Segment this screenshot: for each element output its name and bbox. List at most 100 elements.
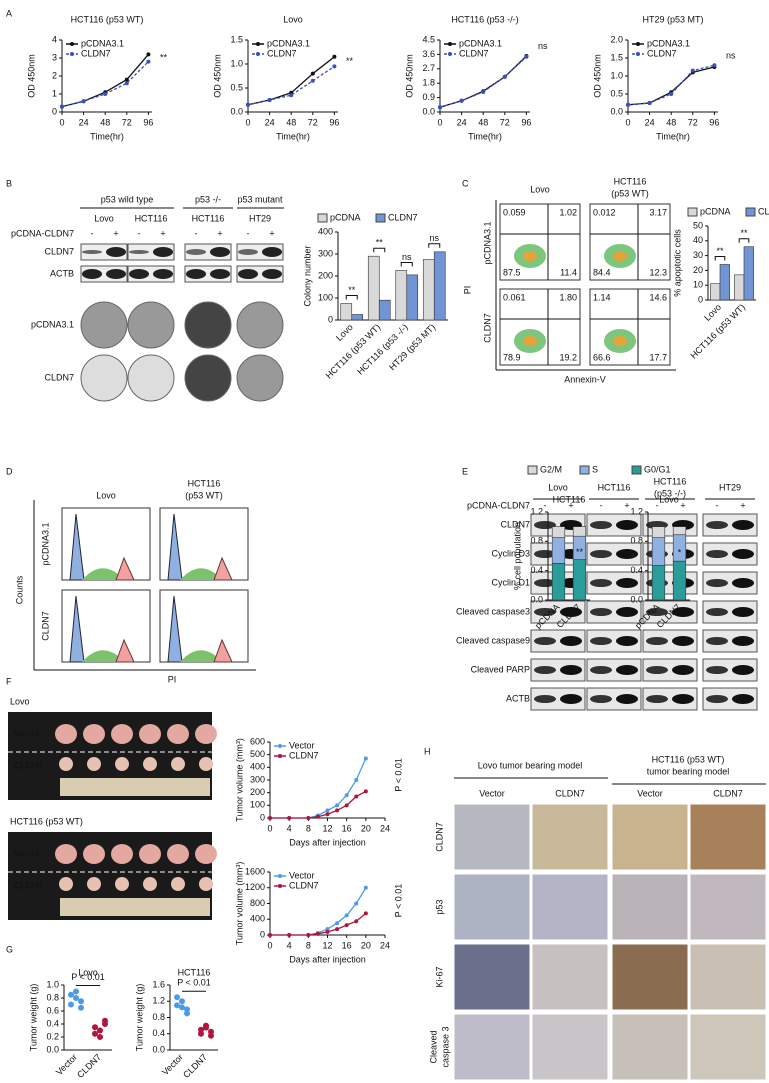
band bbox=[590, 637, 612, 645]
x-tick-label: 8 bbox=[306, 823, 311, 833]
legend-swatch bbox=[527, 465, 538, 475]
y-tick-label: 0.0 bbox=[422, 106, 435, 116]
y-tick-label: 0.9 bbox=[422, 92, 435, 102]
blot-frame bbox=[530, 629, 586, 653]
legend-marker bbox=[278, 884, 282, 888]
bar bbox=[433, 251, 446, 321]
x-axis-label: Days after injection bbox=[289, 954, 366, 964]
tumor bbox=[115, 877, 129, 891]
point bbox=[647, 101, 652, 105]
band bbox=[560, 665, 582, 675]
sig-bracket bbox=[373, 247, 386, 253]
legend-marker bbox=[448, 42, 452, 46]
legend-label: CLDN7 bbox=[758, 206, 769, 216]
bar bbox=[710, 283, 721, 301]
point bbox=[287, 933, 292, 937]
photo-title: Lovo bbox=[10, 696, 30, 706]
annotation: ns bbox=[538, 41, 548, 51]
legend-label: Vector bbox=[289, 870, 315, 880]
point bbox=[78, 1004, 84, 1011]
x-tick-label: 4 bbox=[287, 823, 292, 833]
blot-frame bbox=[702, 629, 758, 653]
y-tick-label: 1.8 bbox=[422, 78, 435, 88]
y-axis-label: Tumor weight (g) bbox=[28, 984, 38, 1052]
band bbox=[262, 247, 282, 257]
x-tick-label: 24 bbox=[457, 117, 467, 127]
point bbox=[78, 998, 84, 1005]
quadrant-value: 1.14 bbox=[593, 292, 611, 302]
blot-label: Cleaved PARP bbox=[471, 664, 530, 674]
tumor bbox=[55, 844, 77, 864]
row-label: CLDN7 bbox=[14, 760, 44, 770]
legend-label: CLDN7 bbox=[81, 48, 111, 58]
blot-label: ACTB bbox=[506, 693, 530, 703]
tumor bbox=[171, 757, 185, 771]
y-axis-label: Tumor volume (mm³) bbox=[234, 738, 244, 822]
point bbox=[179, 1004, 185, 1011]
point bbox=[102, 1017, 108, 1024]
ihc-image bbox=[453, 803, 531, 871]
band bbox=[590, 521, 612, 529]
x-tick-label: 96 bbox=[521, 117, 531, 127]
col-label: (p53 WT) bbox=[611, 188, 649, 198]
blot-frame bbox=[586, 513, 642, 537]
legend-label: pCDNA3.1 bbox=[81, 38, 124, 48]
tumor bbox=[143, 877, 157, 891]
band bbox=[616, 694, 638, 704]
band bbox=[238, 249, 258, 255]
band bbox=[560, 636, 582, 646]
y-tick-label: 0.0 bbox=[152, 1044, 165, 1054]
legend-swatch bbox=[579, 465, 590, 475]
point bbox=[268, 933, 272, 937]
x-tick-label: 0 bbox=[437, 117, 442, 127]
y-axis-label: OD 450nm bbox=[26, 54, 36, 98]
quadrant-value: 1.80 bbox=[559, 292, 577, 302]
x-tick-label: 20 bbox=[361, 823, 371, 833]
band bbox=[534, 666, 556, 674]
series-line bbox=[439, 55, 527, 108]
ihc-image bbox=[453, 943, 531, 1011]
bar bbox=[406, 274, 419, 321]
x-tick-label: 4 bbox=[287, 940, 292, 950]
annotation: * bbox=[678, 548, 682, 558]
point bbox=[363, 885, 368, 890]
quadrant-value: 84.4 bbox=[593, 267, 611, 277]
x-tick-label: 48 bbox=[478, 117, 488, 127]
sign: - bbox=[138, 228, 141, 238]
x-axis-label: Time(hr) bbox=[276, 131, 310, 141]
legend-label: G2/M bbox=[540, 464, 562, 474]
band bbox=[706, 666, 728, 674]
legend-marker bbox=[278, 874, 282, 878]
tumor bbox=[83, 724, 105, 744]
legend-marker bbox=[256, 42, 260, 46]
annotation: P < 0.01 bbox=[393, 758, 403, 792]
band bbox=[560, 607, 582, 617]
series-line bbox=[627, 66, 715, 106]
x-tick-label: 12 bbox=[322, 823, 332, 833]
y-axis-label: Colony number bbox=[302, 245, 312, 306]
band bbox=[106, 247, 126, 257]
series-line bbox=[439, 56, 527, 108]
y-tick-label: 400 bbox=[250, 914, 265, 924]
point bbox=[438, 105, 442, 110]
band bbox=[210, 269, 230, 279]
y-axis-label: OD 450nm bbox=[592, 54, 602, 98]
blot-frame bbox=[702, 687, 758, 711]
x-tick-label: 48 bbox=[100, 117, 110, 127]
y-axis-label: Tumor weight (g) bbox=[134, 984, 144, 1052]
x-tick-label: 48 bbox=[666, 117, 676, 127]
quadrant-value: 0.061 bbox=[503, 292, 526, 302]
quadrant-value: 14.6 bbox=[649, 292, 667, 302]
y-tick-label: 2.0 bbox=[610, 34, 623, 44]
point bbox=[68, 1001, 74, 1008]
treatment-label: pCDNA-CLDN7 bbox=[11, 228, 74, 238]
cell-core bbox=[613, 336, 627, 346]
point bbox=[124, 81, 129, 86]
band bbox=[672, 694, 694, 704]
y-tick-label: 400 bbox=[250, 762, 265, 772]
x-tick-label: Lovo bbox=[702, 302, 723, 323]
point bbox=[179, 998, 185, 1005]
band bbox=[534, 550, 556, 558]
sign: - bbox=[600, 500, 603, 510]
point bbox=[335, 808, 340, 813]
